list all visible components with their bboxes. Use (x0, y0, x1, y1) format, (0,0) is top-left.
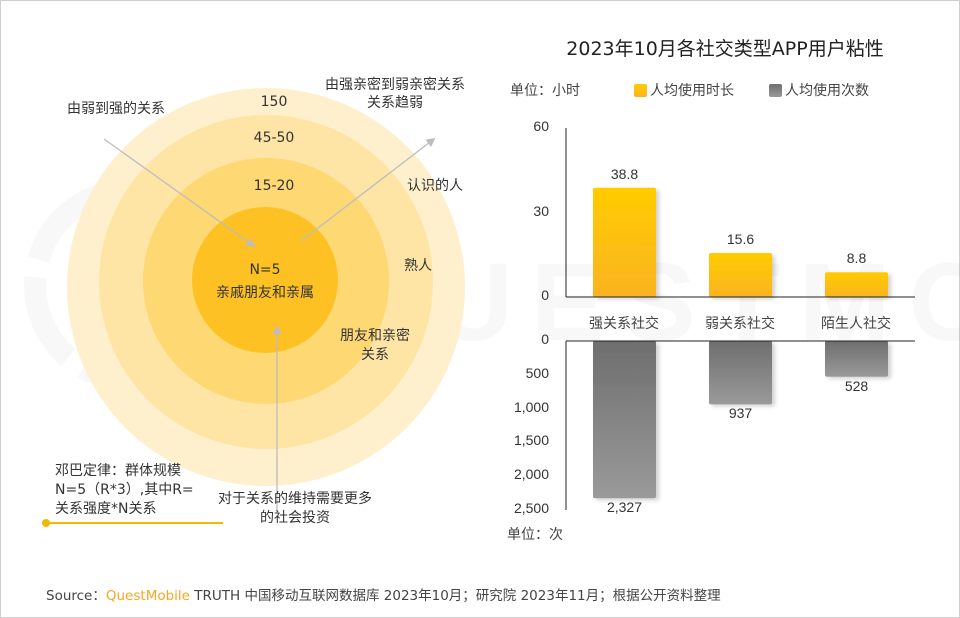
legend-item-hours: 人均使用时长 (634, 80, 734, 100)
category-label-strong: 强关系社交 (589, 316, 659, 332)
annotation-investment-2: 的社会投资 (260, 510, 330, 526)
annotation-strong-to-weak-2: 关系趋弱 (367, 95, 423, 111)
ring-label-relatives: 亲戚朋友和亲属 (216, 285, 314, 301)
bar-hours-0 (593, 187, 656, 297)
tick-label-counts-0: 0 (541, 331, 549, 347)
value-label-counts-2: 528 (844, 377, 869, 394)
chart-counts (593, 341, 888, 499)
tick-label-hours-0: 0 (541, 287, 549, 303)
ring-label-150: 150 (260, 94, 288, 110)
annotation-familiar: 熟人 (404, 258, 432, 274)
ring-label-n5: N=5 (249, 262, 281, 278)
bar-counts-2 (825, 341, 888, 377)
tick-label-counts-4: 2,000 (513, 466, 549, 483)
arrow-weak-to-strong (103, 138, 256, 248)
legend-label-hours: 人均使用时长 (650, 83, 734, 99)
value-label-hours-2: 8.8 (846, 250, 867, 267)
dunbar-law-3: 关系强度*N关系 (55, 501, 157, 517)
bar-counts-0 (593, 341, 656, 499)
legend-swatch-gray (769, 83, 782, 97)
tick-label-counts-3: 1,500 (513, 432, 549, 449)
tick-label-counts-1: 500 (525, 364, 549, 381)
source-prefix: Source： (46, 588, 106, 604)
tick-label-hours-2: 60 (533, 118, 549, 134)
ring-inner-5 (192, 207, 338, 353)
arrow-strong-to-weak (300, 137, 436, 242)
annotation-investment-1: 对于关系的维持需要更多 (218, 491, 372, 507)
bar-hours-2 (825, 272, 888, 297)
annotation-acquaintance: 认识的人 (407, 178, 463, 194)
unit-counts: 单位：次 (507, 527, 563, 543)
chart-title: 2023年10月各社交类型APP用户粘性 (566, 38, 884, 60)
value-label-hours-1: 15.6 (726, 231, 755, 248)
chart-hours (593, 187, 888, 297)
annotation-friends-2: 关系 (361, 347, 389, 363)
legend-item-counts: 人均使用次数 (769, 80, 869, 100)
ring-label-45-50: 45-50 (253, 130, 295, 146)
ring-label-15-20: 15-20 (253, 178, 295, 194)
category-label-stranger: 陌生人社交 (821, 316, 891, 332)
dunbar-bullet (42, 519, 50, 527)
unit-hours: 单位：小时 (510, 83, 580, 99)
tick-label-hours-1: 30 (533, 202, 549, 219)
annotation-strong-to-weak-1: 由强亲密到弱亲密关系 (325, 77, 465, 93)
legend-swatch-gold (634, 83, 647, 97)
annotation-weak-to-strong: 由弱到强的关系 (67, 101, 165, 117)
value-label-counts-1: 937 (728, 405, 753, 422)
dunbar-law-1: 邓巴定律：群体规模 (55, 463, 181, 479)
source-brand: QuestMobile (105, 588, 190, 604)
source-text: TRUTH 中国移动互联网数据库 2023年10月；研究院 2023年11月；根… (189, 588, 721, 604)
source-note: Source：QuestMobile TRUTH 中国移动互联网数据库 2023… (46, 584, 721, 604)
value-label-counts-0: 2,327 (606, 499, 643, 516)
dunbar-law-2: N=5（R*3）,其中R= (55, 482, 194, 498)
category-label-weak: 弱关系社交 (705, 316, 775, 332)
legend-label-counts: 人均使用次数 (785, 83, 869, 99)
bar-hours-1 (709, 253, 772, 297)
value-label-hours-0: 38.8 (610, 165, 639, 182)
tick-label-counts-2: 1,000 (513, 398, 549, 415)
tick-label-counts-5: 2,500 (513, 500, 549, 516)
annotation-friends-1: 朋友和亲密 (340, 328, 410, 344)
bar-counts-1 (709, 341, 772, 405)
